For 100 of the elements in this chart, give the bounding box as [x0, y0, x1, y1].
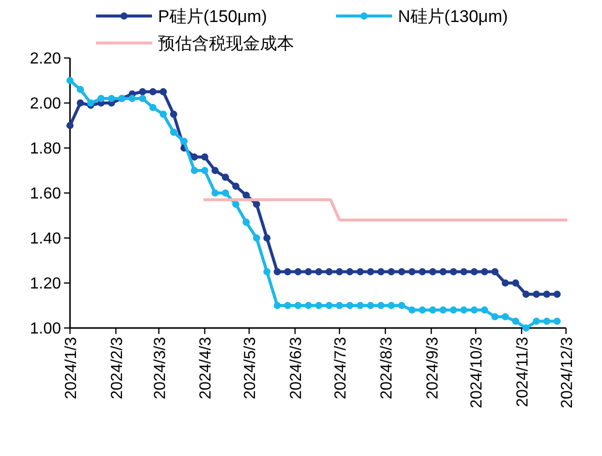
point: [315, 302, 322, 310]
point: [284, 268, 292, 276]
y-tick-label: 2.20: [30, 50, 62, 68]
point: [366, 302, 374, 310]
x-tick-label: 2024/2/3: [108, 336, 126, 400]
point: [408, 268, 416, 276]
point: [252, 200, 260, 208]
x-tick-label: 2024/8/3: [378, 336, 396, 400]
x-tick-label: 2024/9/3: [424, 336, 442, 400]
point: [450, 306, 458, 314]
point: [212, 189, 219, 197]
point: [532, 318, 540, 325]
point: [326, 302, 333, 310]
x-tick-label: 2024/1/3: [63, 336, 80, 400]
point: [170, 128, 178, 136]
point: [76, 99, 84, 107]
point: [263, 268, 271, 276]
point: [377, 268, 385, 276]
legend-label: P硅片(150μm): [158, 7, 267, 26]
y-tick-label: 1.60: [30, 186, 62, 202]
point: [138, 88, 146, 96]
x-tick-label: 2024/7/3: [332, 336, 350, 400]
legend-label: 预估含税现金成本: [158, 34, 294, 53]
point: [242, 192, 250, 199]
point: [263, 234, 271, 242]
point: [554, 318, 561, 325]
point: [388, 268, 395, 276]
x-tick-label: 2024/11/3: [514, 336, 532, 407]
point: [366, 268, 374, 276]
point: [232, 200, 240, 208]
point: [440, 268, 447, 276]
point: [232, 182, 240, 190]
point: [543, 290, 550, 298]
point: [87, 99, 94, 107]
point: [470, 268, 478, 276]
point: [128, 94, 136, 102]
point: [190, 153, 198, 161]
point: [480, 306, 488, 314]
point: [294, 268, 302, 276]
y-tick-label: 1.40: [30, 230, 62, 248]
x-tick-label: 2024/6/3: [288, 336, 306, 400]
point: [450, 268, 458, 276]
point: [512, 318, 520, 325]
point: [201, 153, 208, 161]
point: [491, 313, 499, 320]
point: [429, 268, 436, 276]
point: [460, 268, 468, 276]
point: [543, 318, 550, 325]
point: [160, 110, 167, 118]
point: [491, 268, 499, 276]
point: [190, 166, 198, 174]
legend-label: N硅片(130μm): [398, 7, 508, 26]
point: [346, 268, 354, 276]
point: [284, 302, 292, 310]
point: [408, 306, 416, 314]
point: [398, 302, 406, 310]
point: [460, 306, 468, 314]
y-tick-label: 1.00: [30, 320, 62, 338]
point: [304, 302, 312, 310]
point: [294, 302, 302, 310]
point: [170, 110, 178, 118]
point: [160, 88, 167, 96]
x-tick-label: 2024/10/3: [468, 336, 486, 408]
point: [212, 166, 219, 174]
point: [138, 94, 146, 102]
point: [222, 174, 230, 181]
point: [304, 268, 312, 276]
point: [388, 302, 395, 310]
point: [336, 302, 344, 310]
point: [418, 268, 426, 276]
point: [346, 302, 354, 310]
point: [470, 306, 478, 314]
point: [76, 86, 84, 94]
point: [180, 138, 188, 145]
point: [398, 268, 406, 276]
y-tick-label: 2.00: [30, 96, 62, 112]
point: [274, 268, 281, 276]
point: [149, 104, 157, 112]
y-tick-label: 1.80: [30, 140, 62, 158]
point: [108, 94, 116, 102]
point: [252, 234, 260, 242]
x-tick-label: 2024/4/3: [198, 336, 215, 400]
point: [66, 122, 74, 130]
point: [440, 306, 447, 314]
point: [66, 76, 74, 84]
point: [274, 302, 281, 310]
point: [222, 189, 230, 197]
point: [201, 166, 208, 174]
point: [326, 268, 333, 276]
point: [356, 302, 364, 310]
point: [97, 94, 105, 102]
x-tick-label: 2024/12/3: [559, 336, 576, 408]
point: [512, 279, 520, 287]
x-tick-label: 2024/3/3: [152, 336, 169, 400]
point: [480, 268, 488, 276]
point: [429, 306, 436, 314]
point: [554, 290, 561, 298]
point: [532, 290, 540, 298]
point: [522, 290, 530, 298]
point: [502, 313, 509, 320]
